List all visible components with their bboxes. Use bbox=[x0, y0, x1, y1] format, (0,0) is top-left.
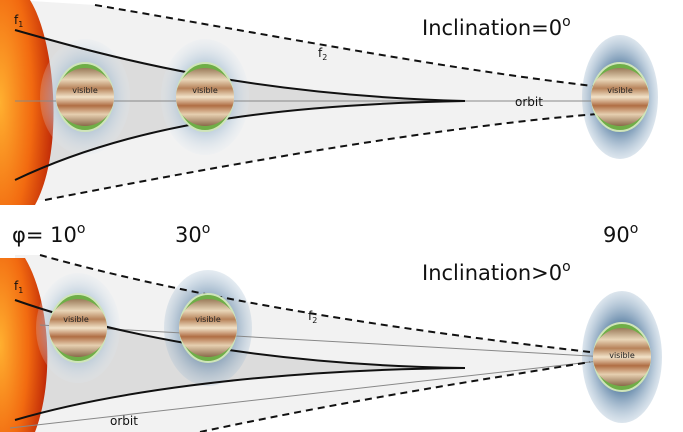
panel-title: Inclination=0o bbox=[422, 14, 571, 40]
phase-label: 90o bbox=[603, 221, 638, 247]
phase-label: 30o bbox=[175, 221, 210, 247]
planet bbox=[175, 62, 235, 132]
title: Inclination=0 bbox=[422, 16, 562, 40]
planet-label: visible bbox=[195, 315, 221, 324]
dashed-boundary bbox=[39, 254, 591, 353]
degree: o bbox=[562, 259, 571, 275]
f1-index: 1 bbox=[18, 286, 23, 295]
f2-label: f2 bbox=[308, 309, 317, 325]
degree: o bbox=[630, 221, 639, 237]
f1-index: 1 bbox=[18, 20, 23, 29]
f1-label: f1 bbox=[14, 279, 23, 295]
phase-value: 30 bbox=[175, 223, 202, 247]
dashed-boundary bbox=[44, 112, 611, 201]
sightline bbox=[39, 324, 626, 359]
planet bbox=[55, 62, 115, 132]
f2-index: 2 bbox=[312, 316, 317, 325]
title: Inclination>0 bbox=[422, 261, 562, 285]
phase-value: 90 bbox=[603, 223, 630, 247]
orbit-label: orbit bbox=[110, 414, 138, 428]
phase-labels: φ= 10o 30o 90o bbox=[12, 221, 638, 247]
phase-prefix: φ= bbox=[12, 223, 50, 247]
f2: f bbox=[308, 309, 313, 323]
planet-label: visible bbox=[192, 86, 218, 95]
panel-title: Inclination>0o bbox=[422, 259, 571, 285]
f1: f bbox=[14, 279, 19, 293]
planet-label: visible bbox=[72, 86, 98, 95]
dashed-boundary bbox=[94, 4, 611, 89]
sun bbox=[0, 258, 48, 432]
planet bbox=[48, 293, 108, 363]
sun bbox=[0, 0, 54, 205]
orbit-label: orbit bbox=[515, 95, 543, 109]
f1-label: f1 bbox=[14, 13, 23, 29]
phase-value: 10 bbox=[50, 223, 77, 247]
top-panel: visible visible visible orbit f1 f2 Incl… bbox=[0, 0, 658, 205]
f1: f bbox=[14, 13, 19, 27]
boundary bbox=[14, 367, 466, 421]
planet-label: visible bbox=[607, 86, 633, 95]
planet-label: visible bbox=[63, 315, 89, 324]
planet bbox=[178, 293, 238, 363]
f2-index: 2 bbox=[322, 53, 327, 62]
f2-label: f2 bbox=[318, 46, 327, 62]
degree: o bbox=[202, 221, 211, 237]
planet-label: visible bbox=[609, 351, 635, 360]
dashed-boundary bbox=[199, 361, 591, 432]
f2: f bbox=[318, 46, 323, 60]
planet bbox=[590, 62, 650, 132]
degree: o bbox=[562, 14, 571, 30]
phase-label: φ= 10o bbox=[12, 221, 85, 247]
orbit-line bbox=[9, 357, 626, 429]
degree: o bbox=[77, 221, 86, 237]
bottom-panel: visible visible visible orbit f1 f2 Incl… bbox=[0, 254, 662, 432]
